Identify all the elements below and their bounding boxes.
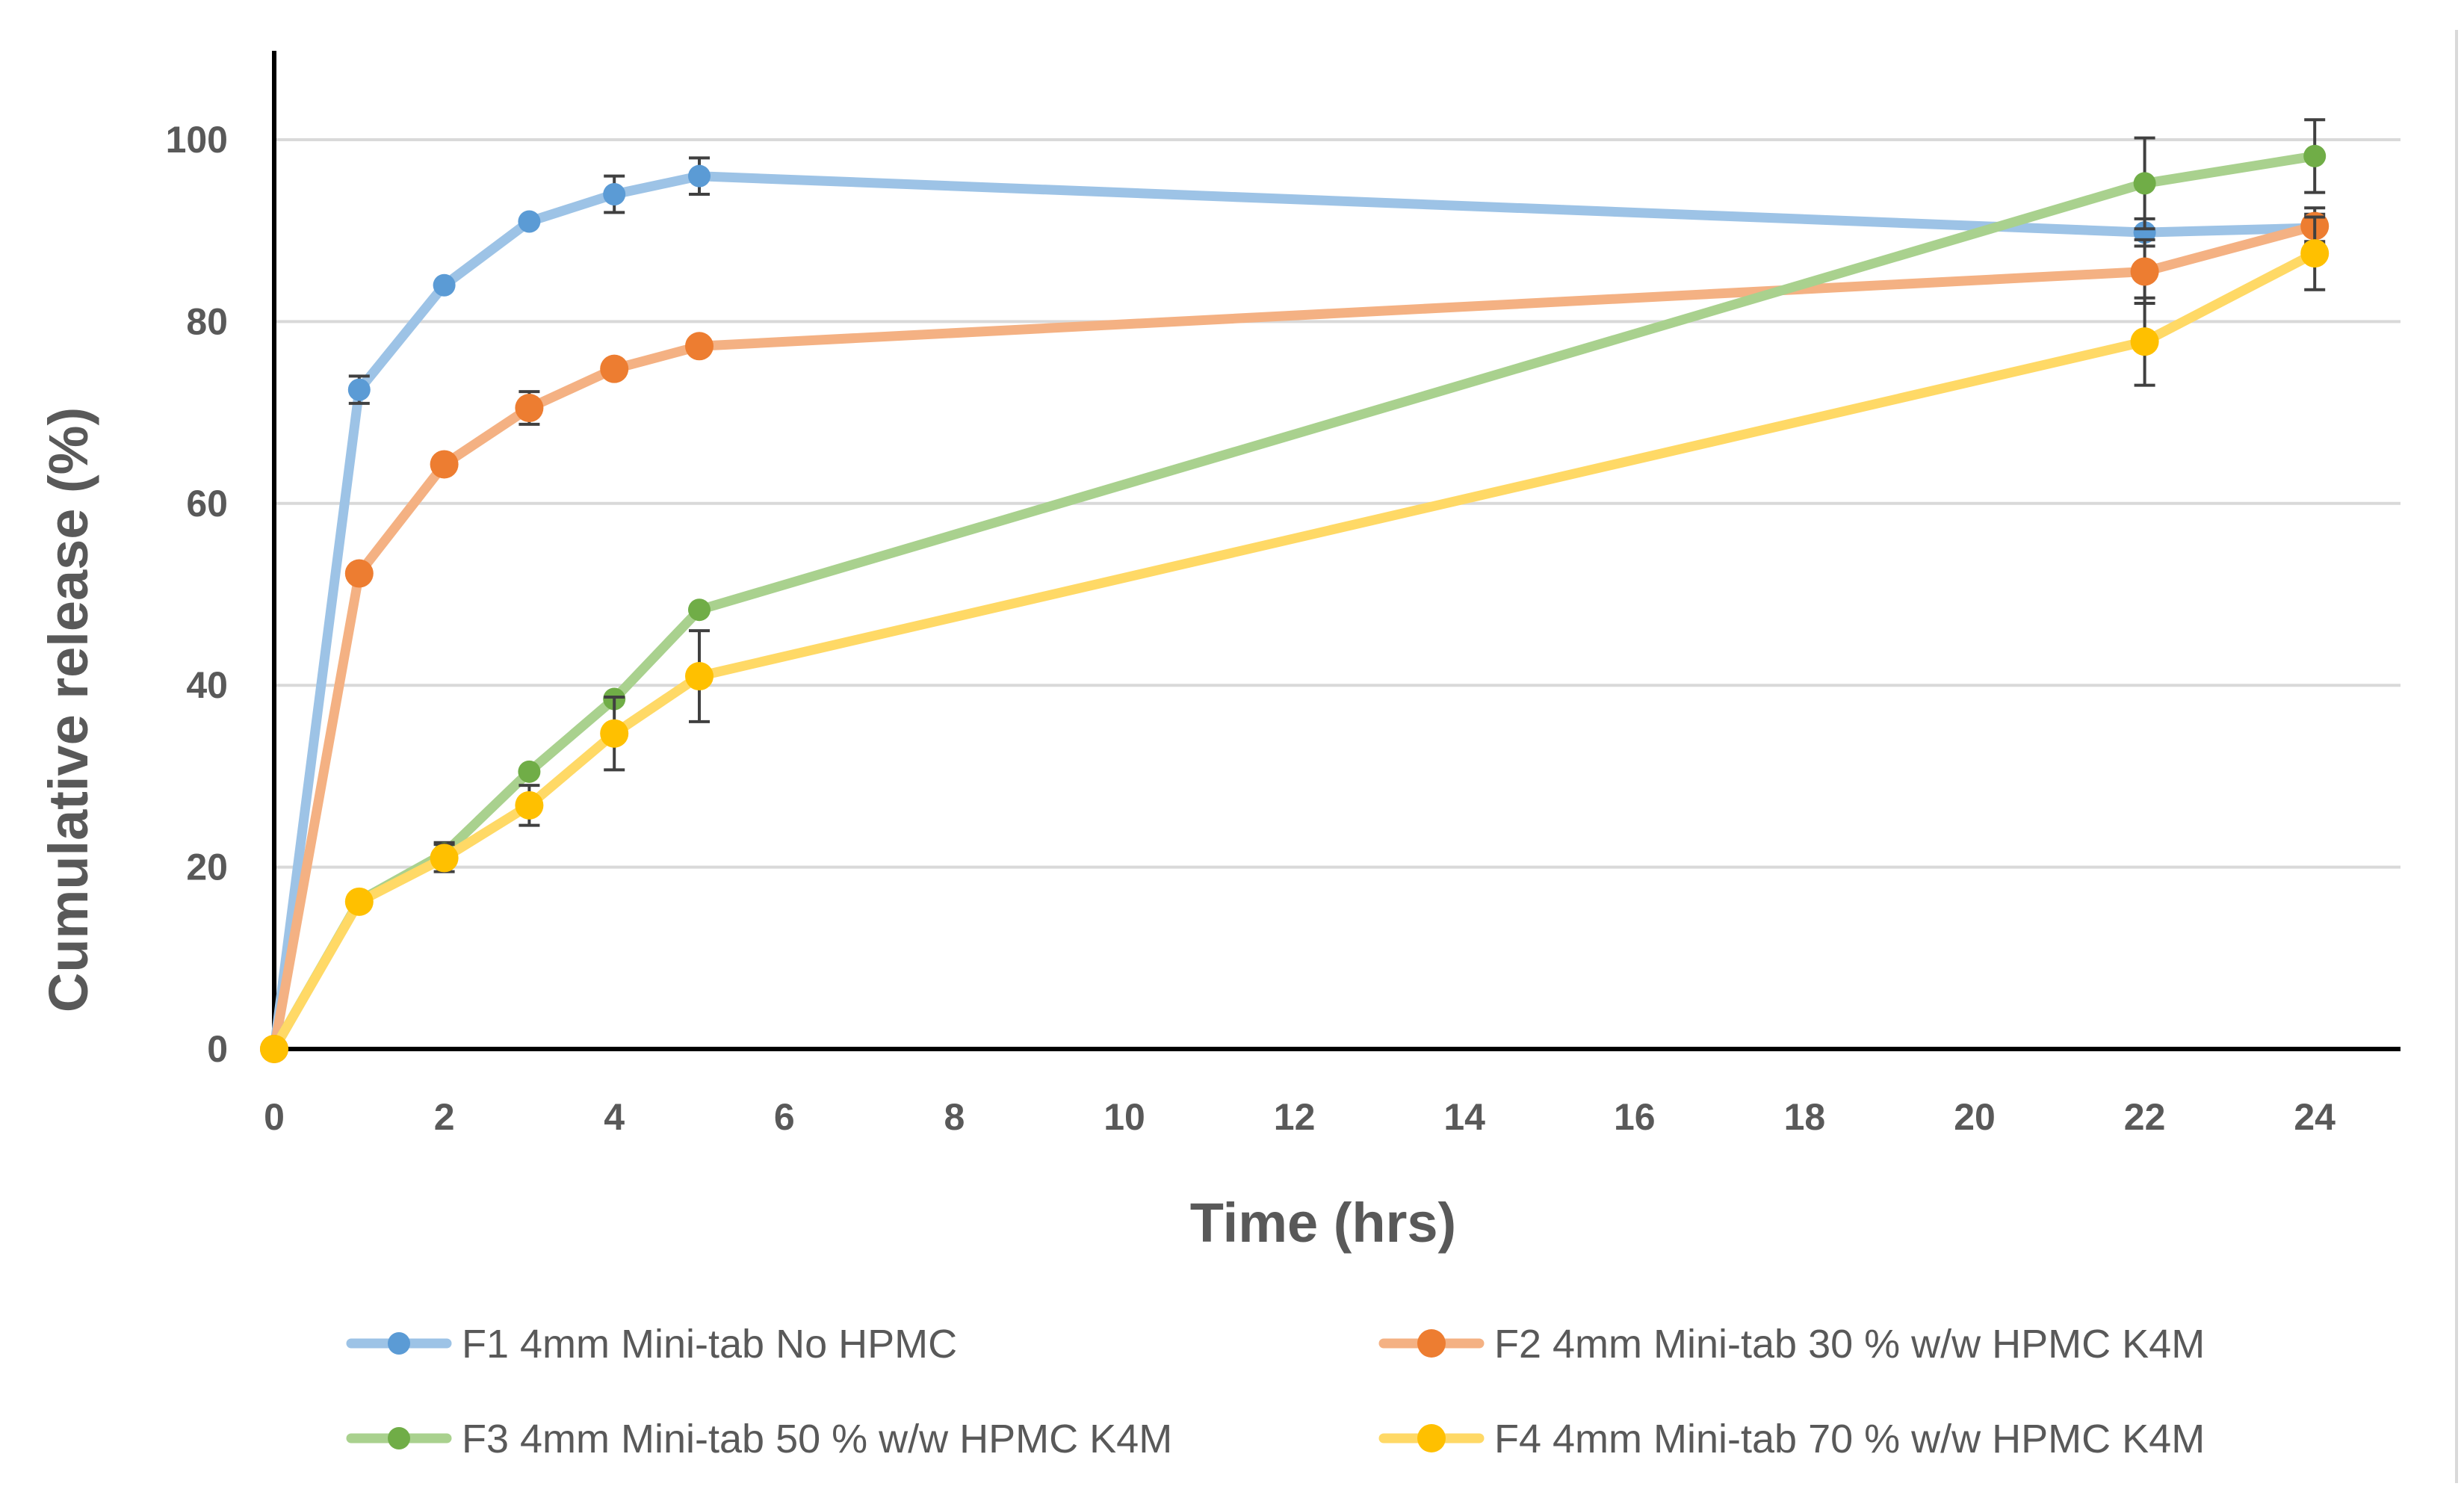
data-point <box>344 559 374 588</box>
legend-label: F3 4mm Mini-tab 50 % w/w HPMC K4M <box>462 1417 1172 1461</box>
data-point <box>515 790 544 820</box>
x-tick-label-0: 0 <box>264 1096 285 1138</box>
data-point <box>518 760 541 783</box>
data-point <box>344 887 374 916</box>
data-point <box>430 844 459 873</box>
data-point <box>600 354 629 383</box>
x-tick-label-10: 10 <box>1103 1096 1145 1138</box>
y-tick-label-0: 0 <box>207 1028 228 1070</box>
data-point <box>603 183 626 206</box>
x-tick-label-6: 6 <box>774 1096 795 1138</box>
data-point <box>685 332 713 361</box>
legend: F1 4mm Mini-tab No HPMC F2 4mm Mini-tab 3… <box>346 1322 2205 1461</box>
y-tick-label-20: 20 <box>186 847 228 888</box>
series-line-1 <box>269 171 2320 1054</box>
legend-marker <box>388 1427 410 1449</box>
x-tick-label-16: 16 <box>1614 1096 1656 1138</box>
legend-label: F2 4mm Mini-tab 30 % w/w HPMC K4M <box>1494 1322 2205 1367</box>
legend-label: F4 4mm Mini-tab 70 % w/w HPMC K4M <box>1494 1417 2205 1461</box>
x-tick-label-14: 14 <box>1443 1096 1485 1138</box>
data-series <box>260 118 2330 1063</box>
legend-item-3: F3 4mm Mini-tab 50 % w/w HPMC K4M <box>346 1417 1172 1461</box>
y-tick-label-100: 100 <box>166 119 228 161</box>
y-tick-label-40: 40 <box>186 664 228 706</box>
legend-marker <box>1417 1329 1446 1358</box>
series-line-4 <box>269 248 2320 1054</box>
x-axis-title: Time (hrs) <box>1190 1192 1456 1254</box>
legend-item-2: F2 4mm Mini-tab 30 % w/w HPMC K4M <box>1378 1322 2205 1367</box>
series-line-2 <box>269 221 2320 1054</box>
x-tick-label-12: 12 <box>1274 1096 1316 1138</box>
axes <box>272 51 2400 1051</box>
data-point <box>2133 221 2156 244</box>
data-point <box>430 450 459 479</box>
x-tick-label-22: 22 <box>2124 1096 2166 1138</box>
data-point <box>2133 172 2156 195</box>
legend-marker <box>388 1332 410 1355</box>
series-1 <box>269 171 2320 1054</box>
data-point <box>260 1035 288 1063</box>
x-tick-label-20: 20 <box>1954 1096 1996 1138</box>
y-tick-label-80: 80 <box>186 300 228 342</box>
data-point <box>515 394 544 423</box>
y-tick-label-60: 60 <box>186 483 228 525</box>
data-point <box>688 598 711 622</box>
series-2 <box>269 221 2320 1054</box>
legend-item-1: F1 4mm Mini-tab No HPMC <box>346 1322 957 1367</box>
data-point <box>347 378 371 401</box>
series-points-4 <box>260 215 2330 1063</box>
data-point <box>2130 327 2159 356</box>
data-point <box>2300 239 2330 268</box>
data-point <box>688 164 711 188</box>
series-4 <box>269 248 2320 1054</box>
data-point <box>685 662 713 691</box>
data-point <box>433 273 456 297</box>
legend-marker <box>1417 1424 1446 1452</box>
data-point <box>2130 257 2159 286</box>
data-point <box>518 210 541 233</box>
x-tick-label-2: 2 <box>434 1096 455 1138</box>
legend-item-4: F4 4mm Mini-tab 70 % w/w HPMC K4M <box>1378 1417 2205 1461</box>
legend-label: F1 4mm Mini-tab No HPMC <box>462 1322 957 1367</box>
y-axis-title: Cumulative release (%) <box>37 407 99 1012</box>
x-tick-label-4: 4 <box>604 1096 625 1138</box>
data-point <box>600 719 629 748</box>
x-tick-label-18: 18 <box>1784 1096 1826 1138</box>
x-tick-label-8: 8 <box>944 1096 965 1138</box>
x-tick-label-24: 24 <box>2294 1096 2335 1138</box>
data-point <box>2303 144 2327 167</box>
